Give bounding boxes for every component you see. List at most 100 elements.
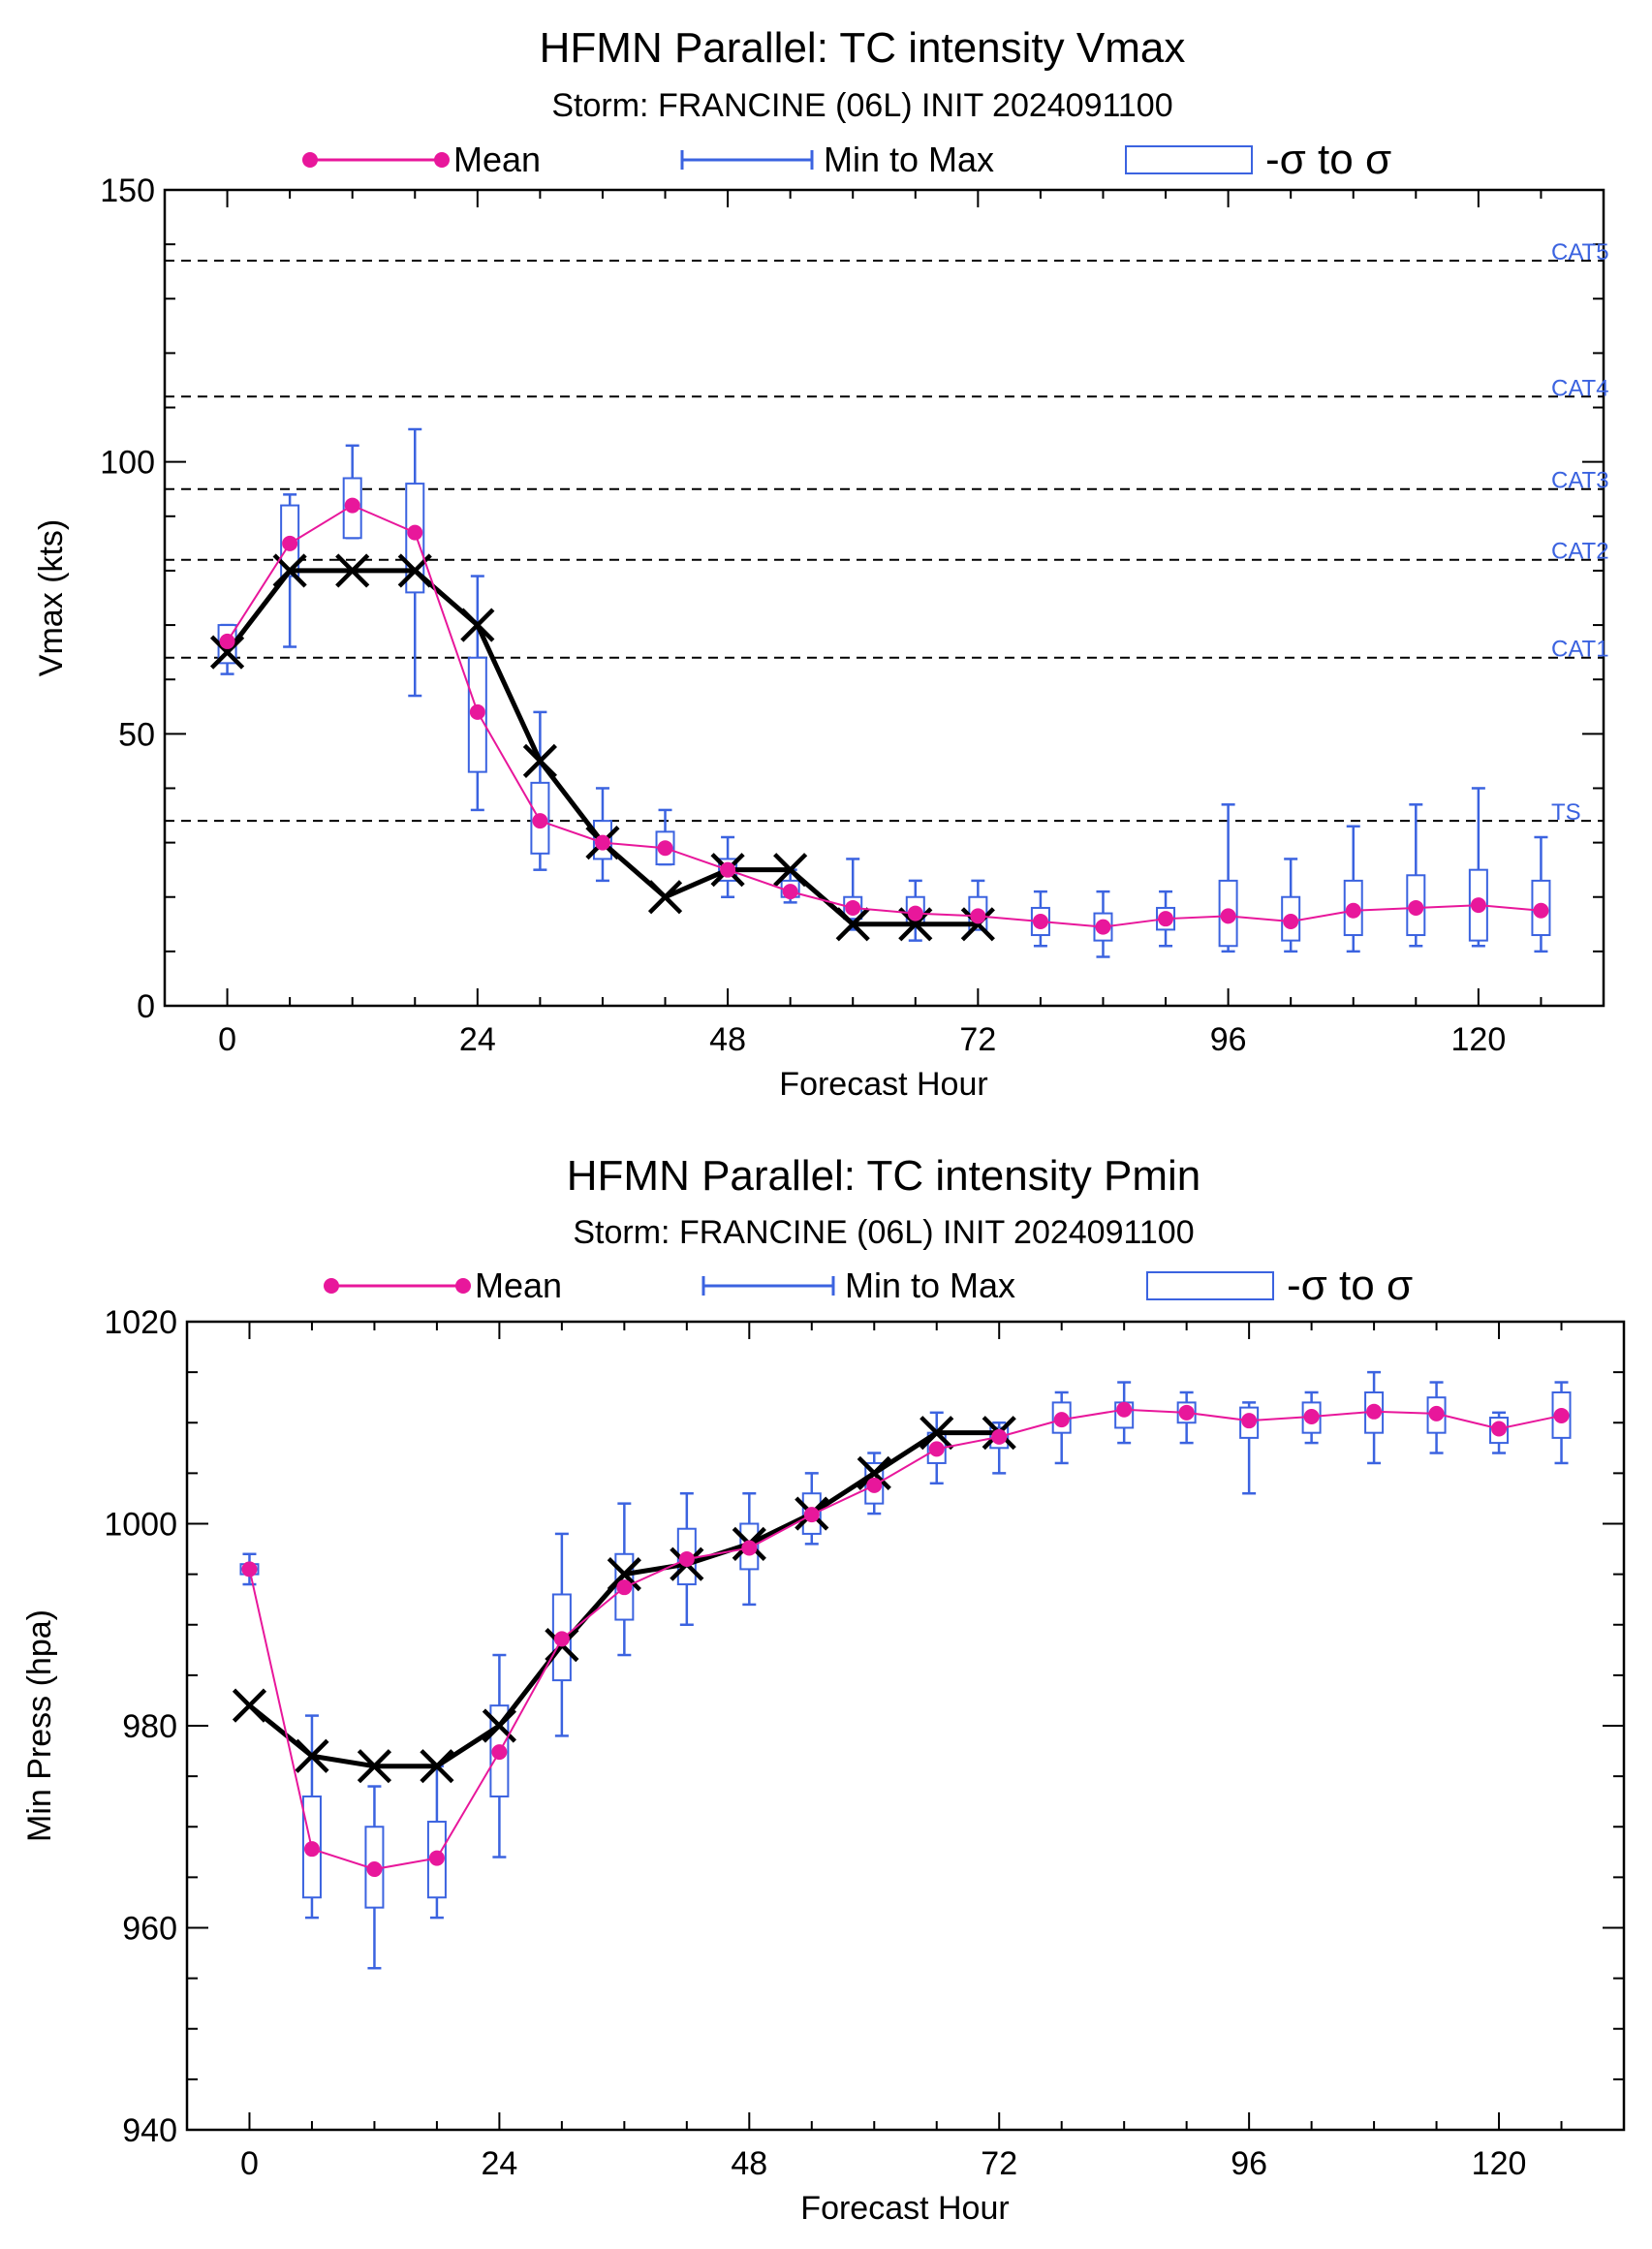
pmin-x-tick-label: 24: [481, 2145, 517, 2182]
legend-minmax-label: Min to Max: [845, 1265, 1015, 1305]
vmax-x-tick-label: 96: [1210, 1021, 1247, 1058]
vmax-official-marker: [209, 635, 245, 670]
pmin-x-tick-label: 96: [1231, 2145, 1267, 2182]
pmin-mean-series: [241, 1401, 1570, 1878]
pmin-mean-point: [303, 1841, 320, 1858]
vmax-mean-point: [282, 535, 298, 551]
vmax-ref-label-cat5: CAT5: [1551, 239, 1609, 266]
pmin-mean-point: [991, 1428, 1008, 1445]
vmax-official-marker: [335, 553, 370, 588]
vmax-y-tick-label: 150: [100, 172, 155, 209]
vmax-official-marker: [647, 880, 683, 915]
vmax-mean-point: [1533, 902, 1549, 919]
vmax-x-tick-label: 0: [218, 1021, 236, 1058]
pmin-y-tick-label: 1020: [104, 1304, 177, 1341]
legend-sigma-label: -σ to σ: [1287, 1262, 1413, 1309]
pmin-mean-point: [1116, 1401, 1133, 1418]
vmax-chart-subtitle: Storm: FRANCINE (06L) INIT 2024091100: [551, 87, 1172, 124]
pmin-legend: Mean Min to Max -σ to σ: [324, 1262, 1413, 1309]
legend-mean-label: Mean: [453, 140, 541, 179]
pmin-x-tick-label: 120: [1472, 2145, 1527, 2182]
vmax-ticks: 0 24 48 72 96 120 0 50 100 150: [100, 172, 1605, 1058]
pmin-mean-point: [1491, 1421, 1508, 1437]
pmin-official-marker: [232, 1688, 267, 1723]
vmax-mean-point: [407, 524, 423, 541]
vmax-mean-point: [1220, 908, 1236, 924]
vmax-x-axis-label: Forecast Hour: [779, 1066, 987, 1103]
pmin-x-tick-label: 48: [731, 2145, 767, 2182]
pmin-mean-point: [1366, 1403, 1383, 1420]
vmax-mean-point: [1470, 897, 1486, 914]
pmin-official-marker: [920, 1416, 954, 1451]
vmax-mean-point: [1095, 919, 1111, 935]
vmax-mean-point: [782, 884, 798, 900]
vmax-mean-point: [344, 497, 360, 514]
vmax-mean-point: [970, 908, 986, 924]
pmin-mean-point: [491, 1744, 508, 1761]
pmin-mean-point: [241, 1561, 258, 1577]
vmax-x-tick-label: 24: [459, 1021, 496, 1058]
vmax-mean-point: [1283, 913, 1299, 929]
vmax-mean-point: [1158, 911, 1174, 927]
vmax-mean-point: [907, 905, 923, 921]
vmax-legend: Mean Min to Max -σ to σ: [302, 136, 1391, 183]
pmin-y-tick-label: 960: [122, 1911, 177, 1948]
vmax-mean-point: [532, 813, 548, 829]
vmax-y-axis-label: Vmax (kts): [33, 519, 70, 676]
pmin-mean-point: [553, 1631, 570, 1647]
pmin-official-marker: [357, 1749, 392, 1784]
pmin-mean-point: [1303, 1408, 1320, 1424]
vmax-official-marker: [835, 907, 870, 942]
vmax-ref-label-cat1: CAT1: [1551, 637, 1609, 663]
pmin-x-axis-label: Forecast Hour: [800, 2190, 1009, 2227]
vmax-mean-point: [1408, 899, 1424, 916]
pmin-mean-point: [1553, 1407, 1570, 1423]
pmin-mean-point: [741, 1540, 758, 1556]
vmax-chart: HFMN Parallel: TC intensity Vmax Storm: …: [33, 24, 1609, 1103]
pmin-official-marker: [857, 1455, 891, 1490]
pmin-chart-subtitle: Storm: FRANCINE (06L) INIT 2024091100: [573, 1214, 1194, 1251]
vmax-mean-point: [1345, 902, 1361, 919]
pmin-mean-point: [366, 1861, 383, 1878]
legend-mean-marker: [302, 152, 318, 168]
vmax-mean-point: [720, 861, 736, 878]
pmin-mean-point: [1053, 1412, 1070, 1428]
pmin-official-marker: [482, 1708, 516, 1743]
vmax-mean-point: [219, 633, 235, 649]
pmin-mean-point: [803, 1507, 820, 1523]
pmin-mean-point: [616, 1579, 633, 1596]
legend-sigma-box: [1125, 145, 1253, 174]
vmax-mean-point: [845, 899, 861, 916]
vmax-x-tick-label: 48: [709, 1021, 746, 1058]
vmax-mean-series: [219, 497, 1549, 935]
vmax-ref-label-cat4: CAT4: [1551, 375, 1609, 401]
vmax-ref-label-cat3: CAT3: [1551, 468, 1609, 494]
pmin-x-tick-label: 0: [240, 2145, 259, 2182]
pmin-official-marker: [420, 1749, 454, 1784]
vmax-y-tick-label: 50: [118, 716, 155, 753]
pmin-mean-point: [1241, 1413, 1258, 1429]
pmin-mean-point: [866, 1477, 883, 1493]
pmin-ticks: 0 24 48 72 96 120 940 960 980 1000 1020: [104, 1304, 1625, 2182]
pmin-mean-point: [678, 1550, 695, 1567]
legend-mean-marker: [324, 1278, 339, 1294]
pmin-official-marker: [607, 1557, 641, 1592]
vmax-ref-label-cat2: CAT2: [1551, 539, 1609, 565]
legend-mean-marker: [434, 152, 450, 168]
pmin-y-tick-label: 940: [122, 2112, 177, 2149]
pmin-mean-line: [248, 1408, 1562, 1871]
vmax-official-marker: [460, 608, 495, 642]
vmax-mean-point: [657, 840, 673, 857]
legend-mean-label: Mean: [475, 1265, 562, 1305]
vmax-y-tick-label: 0: [137, 988, 155, 1025]
vmax-x-tick-label: 72: [959, 1021, 996, 1058]
pmin-y-tick-label: 980: [122, 1708, 177, 1745]
pmin-mean-point: [928, 1441, 945, 1457]
vmax-y-tick-label: 100: [100, 445, 155, 482]
pmin-official-marker: [295, 1738, 329, 1773]
legend-mean-marker: [455, 1278, 471, 1294]
legend-sigma-box: [1146, 1271, 1274, 1300]
